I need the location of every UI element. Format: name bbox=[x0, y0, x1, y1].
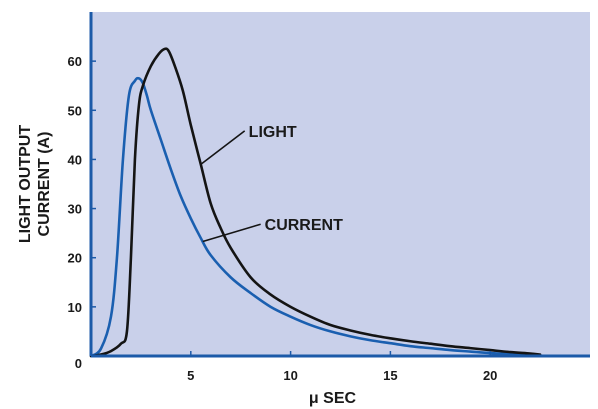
x-tick-label: 10 bbox=[283, 368, 297, 383]
tick-layer: 0 10 20 30 40 50 60 5 10 15 20 bbox=[68, 54, 498, 383]
annotation-label-current: CURRENT bbox=[265, 217, 343, 234]
annotation-leader-current bbox=[202, 223, 261, 243]
y-tick-label: 50 bbox=[68, 103, 82, 118]
y-tick-label: 60 bbox=[68, 54, 82, 69]
y-tick-label: 40 bbox=[68, 152, 82, 167]
series-layer bbox=[89, 47, 542, 358]
series-line-current bbox=[89, 76, 542, 358]
annotation-leader-light bbox=[200, 130, 246, 165]
y-axis-title-line: LIGHT OUTPUT bbox=[17, 125, 34, 243]
plot-background bbox=[91, 12, 590, 356]
y-tick-label: 10 bbox=[68, 300, 82, 315]
series-line-light bbox=[89, 47, 542, 358]
y-axis-title-line: CURRENT (A) bbox=[36, 132, 53, 237]
x-tick-label: 5 bbox=[187, 368, 194, 383]
x-axis-title: μ SEC bbox=[309, 390, 357, 407]
annotation-label-light: LIGHT bbox=[249, 124, 297, 141]
x-tick-label: 20 bbox=[483, 368, 497, 383]
x-tick-label: 15 bbox=[383, 368, 397, 383]
y-tick-label: 20 bbox=[68, 251, 82, 266]
y-tick-label: 30 bbox=[68, 202, 82, 217]
y-tick-label: 0 bbox=[75, 356, 82, 371]
annotation-layer: LIGHT CURRENT bbox=[200, 124, 343, 243]
y-axis-title: LIGHT OUTPUT CURRENT (A) bbox=[17, 125, 53, 243]
